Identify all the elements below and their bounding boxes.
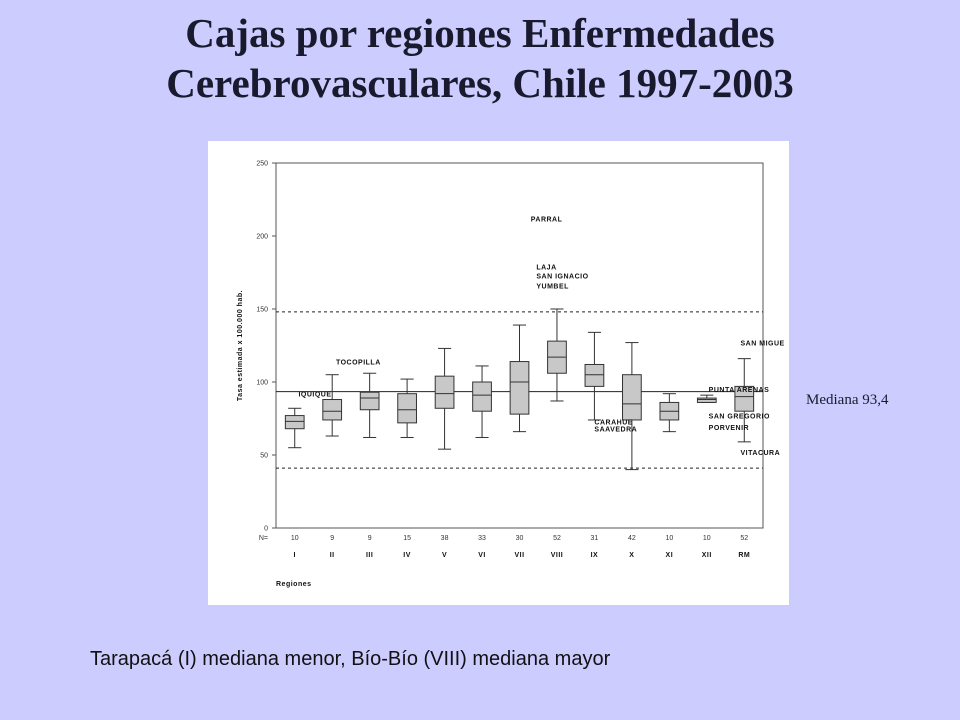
n-count: 15 xyxy=(403,535,411,542)
y-tick-label: 250 xyxy=(256,161,268,168)
y-tick-label: 200 xyxy=(256,234,268,241)
x-tick-label: I xyxy=(294,552,296,559)
box-XII xyxy=(696,397,717,403)
box-VI xyxy=(472,381,492,412)
x-tick-label: XI xyxy=(666,552,674,559)
slide-title: Cajas por regiones Enfermedades Cerebrov… xyxy=(0,8,960,108)
x-tick-label: IX xyxy=(591,552,599,559)
outlier-label: LAJA xyxy=(536,265,556,272)
box-V xyxy=(434,375,455,409)
y-tick-label: 150 xyxy=(256,307,268,314)
x-tick-label: IV xyxy=(403,552,411,559)
outlier-label: SAAVEDRA xyxy=(594,427,637,434)
outlier-label: TOCOPILLA xyxy=(336,359,381,366)
x-tick-label: X xyxy=(629,552,634,559)
x-tick-label: XII xyxy=(702,552,712,559)
y-tick-label: 100 xyxy=(256,380,268,387)
outlier-label: VITACURA xyxy=(741,450,781,457)
x-tick-label: VII xyxy=(514,552,524,559)
box-IV xyxy=(397,393,417,424)
outlier-label: IQUIQUE xyxy=(298,392,331,399)
box-I xyxy=(284,415,305,430)
outlier-label: SAN IGNACIO xyxy=(536,273,588,280)
y-tick-label: 0 xyxy=(264,526,268,533)
n-count: 9 xyxy=(368,535,372,542)
n-count: 38 xyxy=(441,535,449,542)
title-line-2: Cerebrovasculares, Chile 1997-2003 xyxy=(166,60,794,106)
outlier-label: PUNTA ARENAS xyxy=(709,387,770,394)
n-count: 10 xyxy=(291,535,299,542)
y-tick-label: 50 xyxy=(260,453,268,460)
title-line-1: Cajas por regiones Enfermedades xyxy=(185,10,775,56)
n-count: 31 xyxy=(591,535,599,542)
outlier-label: SAN GREGORIO xyxy=(709,414,770,421)
n-count: 52 xyxy=(740,535,748,542)
y-axis-label: Tasa estimada x 100.000 hab. xyxy=(237,290,244,401)
box-IX xyxy=(584,363,605,387)
n-count: 33 xyxy=(478,535,486,542)
n-count: 30 xyxy=(516,535,524,542)
x-tick-label: V xyxy=(442,552,447,559)
outlier-label: SAN MIGUE xyxy=(741,341,785,348)
x-axis-label: Regiones xyxy=(276,581,312,588)
outlier-label: YUMBEL xyxy=(536,284,569,291)
n-count: 52 xyxy=(553,535,561,542)
n-count: 10 xyxy=(703,535,711,542)
x-tick-label: II xyxy=(330,552,335,559)
outlier-label: PORVENIR xyxy=(709,425,749,432)
plot-frame xyxy=(275,162,764,529)
x-tick-label: VI xyxy=(478,552,486,559)
x-tick-label: VIII xyxy=(551,552,564,559)
median-annotation: Mediana 93,4 xyxy=(806,392,889,408)
box-II xyxy=(322,399,343,421)
chart-image: 0 50 100 150 200 250 Tasa estimada x 100.000 h… xyxy=(208,141,789,605)
n-label: N= xyxy=(259,535,268,542)
n-count: 42 xyxy=(628,535,636,542)
box-RM xyxy=(734,385,755,412)
slide-caption: Tarapacá (I) mediana menor, Bío-Bío (VII… xyxy=(90,648,611,670)
outlier-label: CARAHUE xyxy=(594,419,633,426)
box-III xyxy=(359,391,380,411)
outlier-label: PARRAL xyxy=(531,216,563,223)
x-tick-label: III xyxy=(366,552,373,559)
box-plot-chart: 0 50 100 150 200 250 Tasa estimada x 100.000 h… xyxy=(237,161,785,589)
x-tick-label: RM xyxy=(738,552,750,559)
n-count: 10 xyxy=(665,535,673,542)
box-VII xyxy=(509,361,530,415)
box-X xyxy=(622,374,642,421)
n-count: 9 xyxy=(330,535,334,542)
